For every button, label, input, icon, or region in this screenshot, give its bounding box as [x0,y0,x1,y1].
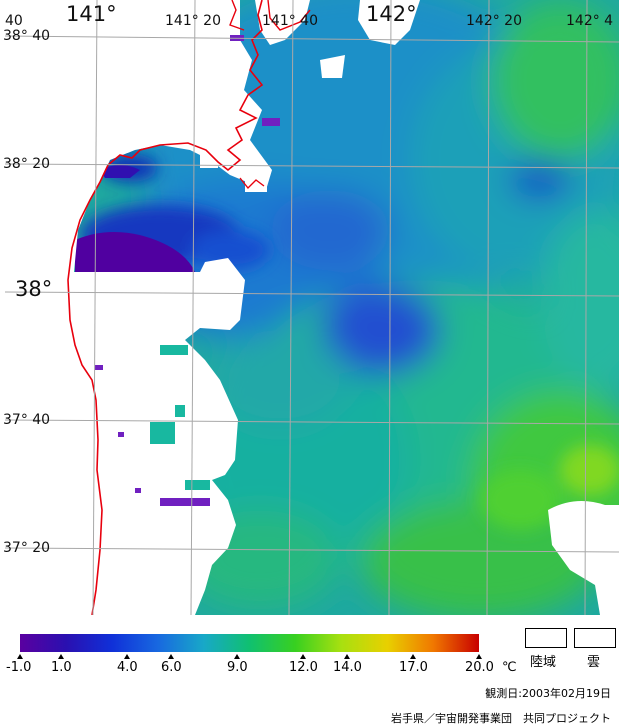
colorbar-label: 17.0 [399,660,428,675]
cloud-swatch [574,628,616,648]
colorbar-tick [17,654,23,659]
sea-surface-temperature-map [0,0,619,615]
colorbar-tick [234,654,240,659]
land-label: 陸域 [530,655,557,670]
cloud-label: 雲 [587,655,601,670]
longitude-label-142-20: 142° 20 [466,13,522,29]
temperature-colorbar [20,634,479,652]
colorbar-label: 4.0 [117,660,138,675]
longitude-label-141-20: 141° 20 [165,13,221,29]
colorbar-tick [344,654,350,659]
colorbar-label: 9.0 [227,660,248,675]
latitude-label-37-40: 37° 40 [3,412,51,428]
colorbar-label: -1.0 [6,660,32,675]
credit-text: 岩手県／宇宙開発事業団 共同プロジェクト [391,712,611,725]
colorbar-tick [58,654,64,659]
longitude-label-141: 141° [66,2,117,26]
longitude-label-142-40: 142° 4 [566,13,614,29]
colorbar-tick [124,654,130,659]
colorbar-label: 14.0 [333,660,362,675]
graticule [4,0,619,615]
observation-date: 観測日:2003年02月19日 [485,687,611,700]
colorbar-tick [410,654,416,659]
temperature-unit: ℃ [502,660,517,675]
longitude-label-141-40: 141° 40 [262,13,318,29]
latitude-label-38: 38° [15,277,53,301]
longitude-label-142: 142° [366,2,417,26]
colorbar-tick [300,654,306,659]
colorbar-label: 6.0 [161,660,182,675]
land-and-cloud-mask [0,0,619,615]
latitude-label-37-20: 37° 20 [3,540,51,556]
land-swatch [525,628,567,648]
latitude-label-38-40: 38° 40 [3,28,51,44]
colorbar-tick [168,654,174,659]
colorbar-label: 12.0 [289,660,318,675]
colorbar-tick [476,654,482,659]
colorbar-label: 1.0 [51,660,72,675]
latitude-label-38-20: 38° 20 [3,156,51,172]
colorbar-label: 20.0 [465,660,494,675]
corner-label: 40 [5,13,23,29]
